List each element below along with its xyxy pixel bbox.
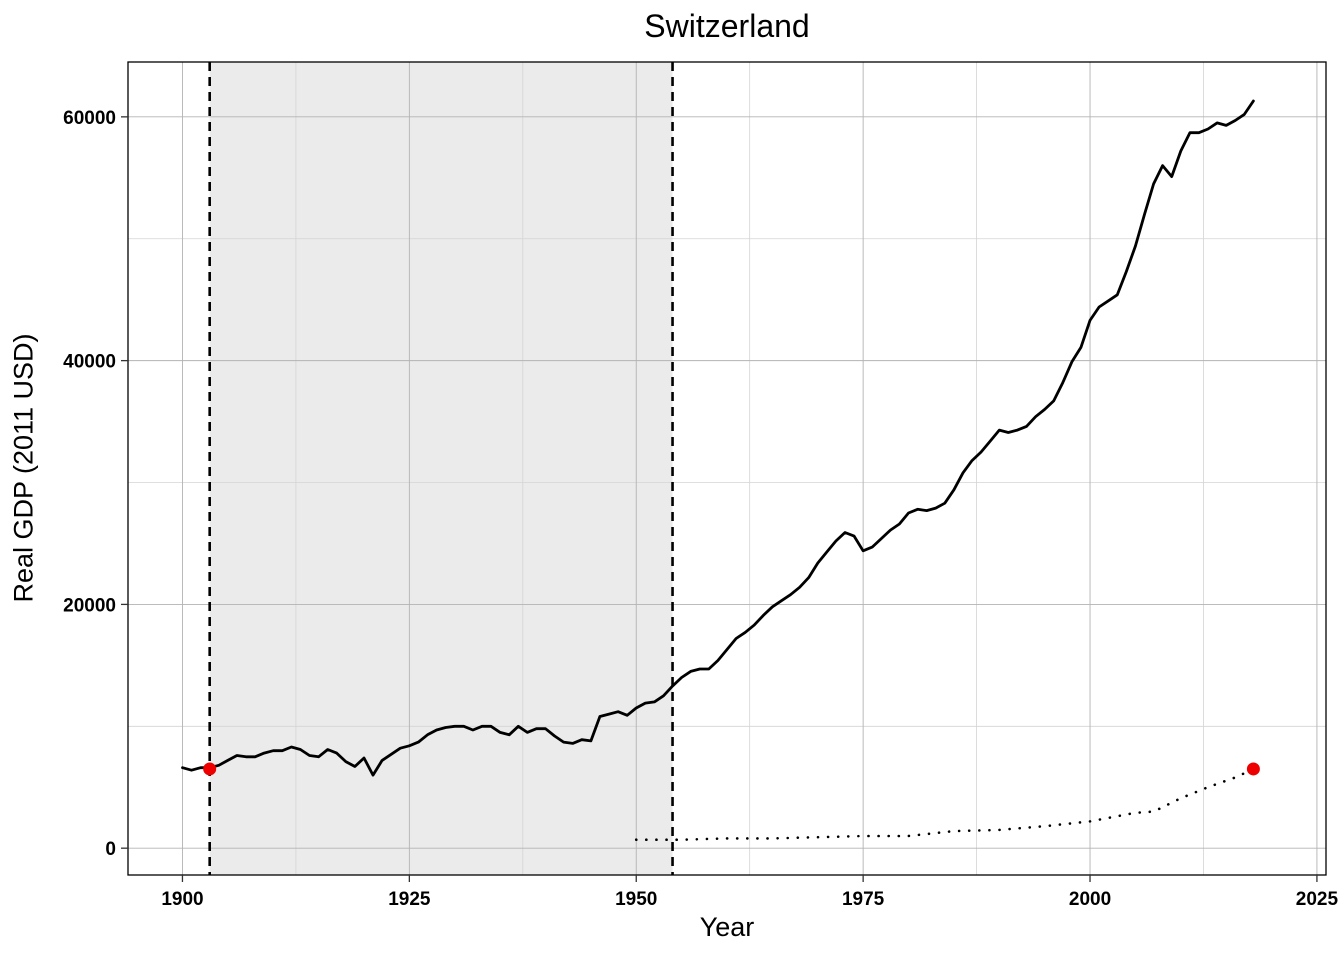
data-point-marker [203,762,217,776]
y-tick-label: 20000 [63,595,116,616]
x-axis-label: Year [699,912,755,942]
x-tick-label: 1900 [161,889,203,910]
plot-panel-border [127,61,1327,876]
gdp-series-line [181,99,1255,777]
y-tick-label: 40000 [63,352,116,373]
dotted-series-line [634,767,1255,842]
x-tick-label: 1950 [615,889,657,910]
x-tick-label: 2025 [1296,889,1339,910]
x-tick-label: 1975 [842,889,885,910]
chart-title: Switzerland [644,8,810,44]
y-tick-label: 60000 [63,108,116,129]
y-tick-label: 0 [105,839,116,860]
data-point-marker [1246,762,1260,776]
shaded-region [209,62,673,875]
x-tick-label: 1925 [388,889,431,910]
x-tick-label: 2000 [1069,889,1111,910]
